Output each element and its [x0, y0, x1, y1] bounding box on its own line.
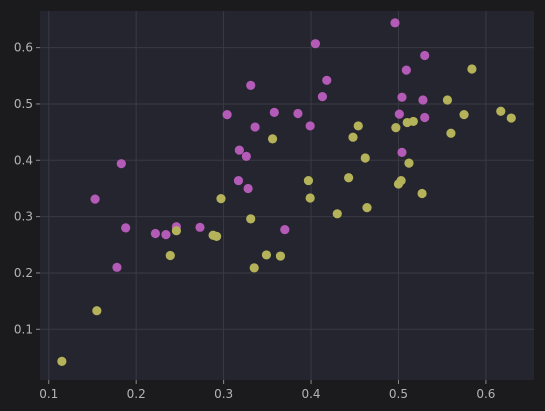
- data-point: [92, 306, 102, 316]
- data-point: [348, 132, 358, 142]
- data-point: [293, 108, 303, 119]
- x-tick-label: 0.2: [127, 387, 146, 401]
- data-point: [390, 18, 400, 28]
- data-point: [249, 263, 259, 273]
- y-tick-label: 0.1: [14, 322, 33, 336]
- data-point: [243, 183, 253, 194]
- x-tick-label: 0.3: [214, 387, 233, 401]
- data-point: [121, 223, 131, 233]
- data-point: [391, 123, 401, 133]
- data-point: [90, 194, 100, 204]
- data-point: [332, 209, 342, 219]
- data-point: [57, 356, 67, 367]
- data-point: [233, 175, 244, 186]
- data-point: [161, 230, 171, 240]
- y-tick-label: 0.3: [14, 210, 33, 224]
- x-tick-label: 0.4: [301, 387, 320, 401]
- data-point: [353, 121, 363, 131]
- data-point: [116, 159, 126, 169]
- series-1: [90, 18, 430, 272]
- series-2: [57, 64, 516, 367]
- data-point: [506, 113, 516, 123]
- x-tick-label: 0.1: [39, 387, 58, 401]
- y-tick-label: 0.6: [14, 41, 33, 55]
- data-point: [280, 224, 290, 235]
- y-tick-label: 0.4: [14, 153, 33, 167]
- x-tick-label: 0.6: [476, 387, 495, 401]
- data-point: [275, 251, 286, 261]
- y-axis: 0.1 0.2 0.3 0.4 0.5 0.6: [14, 41, 40, 336]
- data-point: [150, 228, 161, 239]
- data-point: [305, 193, 315, 203]
- data-point: [322, 75, 332, 85]
- data-point: [394, 109, 404, 119]
- data-point: [112, 262, 122, 272]
- data-point: [362, 203, 372, 213]
- data-point: [396, 175, 406, 186]
- data-point: [442, 95, 453, 105]
- data-point: [305, 121, 315, 131]
- data-point: [459, 110, 469, 120]
- data-point: [212, 231, 222, 241]
- data-point: [344, 173, 354, 183]
- data-point: [241, 151, 251, 161]
- data-point: [310, 39, 321, 49]
- data-point: [446, 128, 456, 138]
- data-point: [360, 153, 370, 163]
- data-point: [397, 92, 407, 102]
- data-point: [303, 175, 314, 186]
- data-point: [216, 193, 226, 204]
- data-point: [417, 188, 427, 199]
- data-point: [234, 145, 244, 155]
- data-point: [467, 64, 477, 74]
- x-tick-label: 0.5: [389, 387, 408, 401]
- data-point: [165, 250, 175, 261]
- data-point: [496, 106, 506, 116]
- x-axis: 0.1 0.2 0.3 0.4 0.5 0.6: [39, 380, 495, 401]
- y-tick-label: 0.2: [14, 266, 33, 280]
- data-point: [246, 80, 256, 90]
- data-point: [420, 112, 430, 123]
- data-point: [250, 122, 260, 132]
- data-point: [195, 222, 205, 232]
- data-point: [401, 65, 411, 75]
- data-point: [267, 134, 278, 144]
- data-points: [57, 18, 516, 367]
- data-point: [171, 226, 181, 236]
- data-point: [317, 92, 328, 102]
- data-point: [418, 95, 428, 105]
- y-tick-label: 0.5: [14, 97, 33, 111]
- data-point: [408, 116, 418, 127]
- data-point: [246, 214, 256, 224]
- data-point: [261, 250, 272, 260]
- plot-area: [40, 11, 534, 380]
- data-point: [397, 147, 407, 158]
- data-point: [269, 107, 279, 118]
- data-point: [404, 158, 414, 168]
- data-point: [420, 50, 430, 61]
- data-point: [222, 110, 232, 120]
